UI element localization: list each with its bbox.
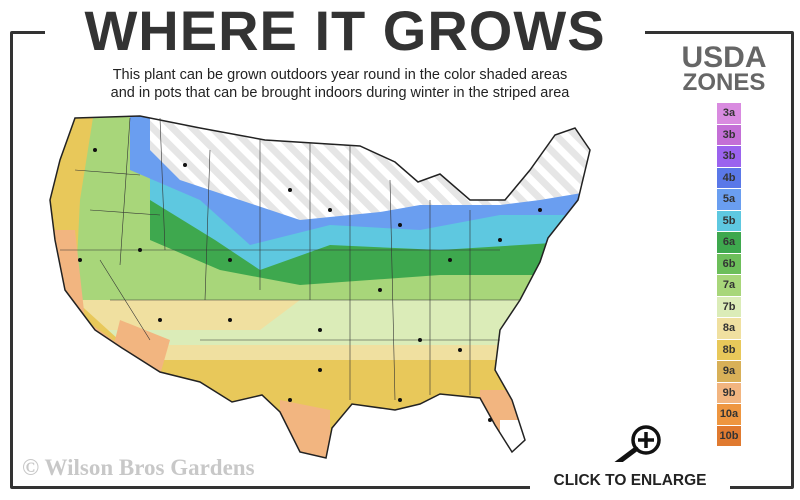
page-title: WHERE IT GROWS xyxy=(45,0,645,62)
zone-swatch-6b: 6b xyxy=(717,253,741,274)
subtitle-line-2: and in pots that can be brought indoors … xyxy=(110,85,570,101)
zone-swatch-9b: 9b xyxy=(717,382,741,403)
legend-title-line-2: ZONES xyxy=(682,69,766,96)
zone-swatch-8b: 8b xyxy=(717,339,741,360)
zone-swatch-7a: 7a xyxy=(717,275,741,296)
zone-legend: 3a 3b 3b 4b 5a 5b 6a 6b 7a 7b 8a 8b 9a 9b 10a 10b xyxy=(717,103,741,447)
zone-swatch-10b: 10b xyxy=(717,425,741,446)
zone-swatch-9a: 9a xyxy=(717,361,741,382)
zone-swatch-6a: 6a xyxy=(717,232,741,253)
legend-title: USDA ZONES xyxy=(658,41,790,96)
city-dots xyxy=(78,148,542,422)
zone-swatch-3b: 3b xyxy=(717,146,741,167)
click-to-enlarge-button[interactable]: CLICK TO ENLARGE xyxy=(530,462,730,492)
us-hardiness-zone-map[interactable] xyxy=(40,105,600,465)
zone-swatch-5a: 5a xyxy=(717,189,741,210)
subtitle: This plant can be grown outdoors year ro… xyxy=(40,66,640,102)
zone-swatch-7b: 7b xyxy=(717,296,741,317)
zone-swatch-3b: 3b xyxy=(717,124,741,145)
zone-swatch-5b: 5b xyxy=(717,210,741,231)
state-borders xyxy=(60,117,520,401)
zone-swatch-10a: 10a xyxy=(717,404,741,425)
zone-swatch-8a: 8a xyxy=(717,318,741,339)
legend-title-line-1: USDA xyxy=(681,41,767,74)
magnifier-plus-icon[interactable] xyxy=(608,422,668,467)
zone-swatch-4b: 4b xyxy=(717,167,741,188)
zone-swatch-3a: 3a xyxy=(717,103,741,124)
watermark: © Wilson Bros Gardens xyxy=(22,455,255,480)
subtitle-line-1: This plant can be grown outdoors year ro… xyxy=(112,67,568,83)
